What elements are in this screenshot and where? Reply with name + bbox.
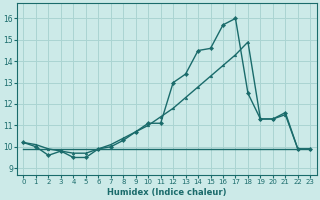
X-axis label: Humidex (Indice chaleur): Humidex (Indice chaleur)	[107, 188, 227, 197]
